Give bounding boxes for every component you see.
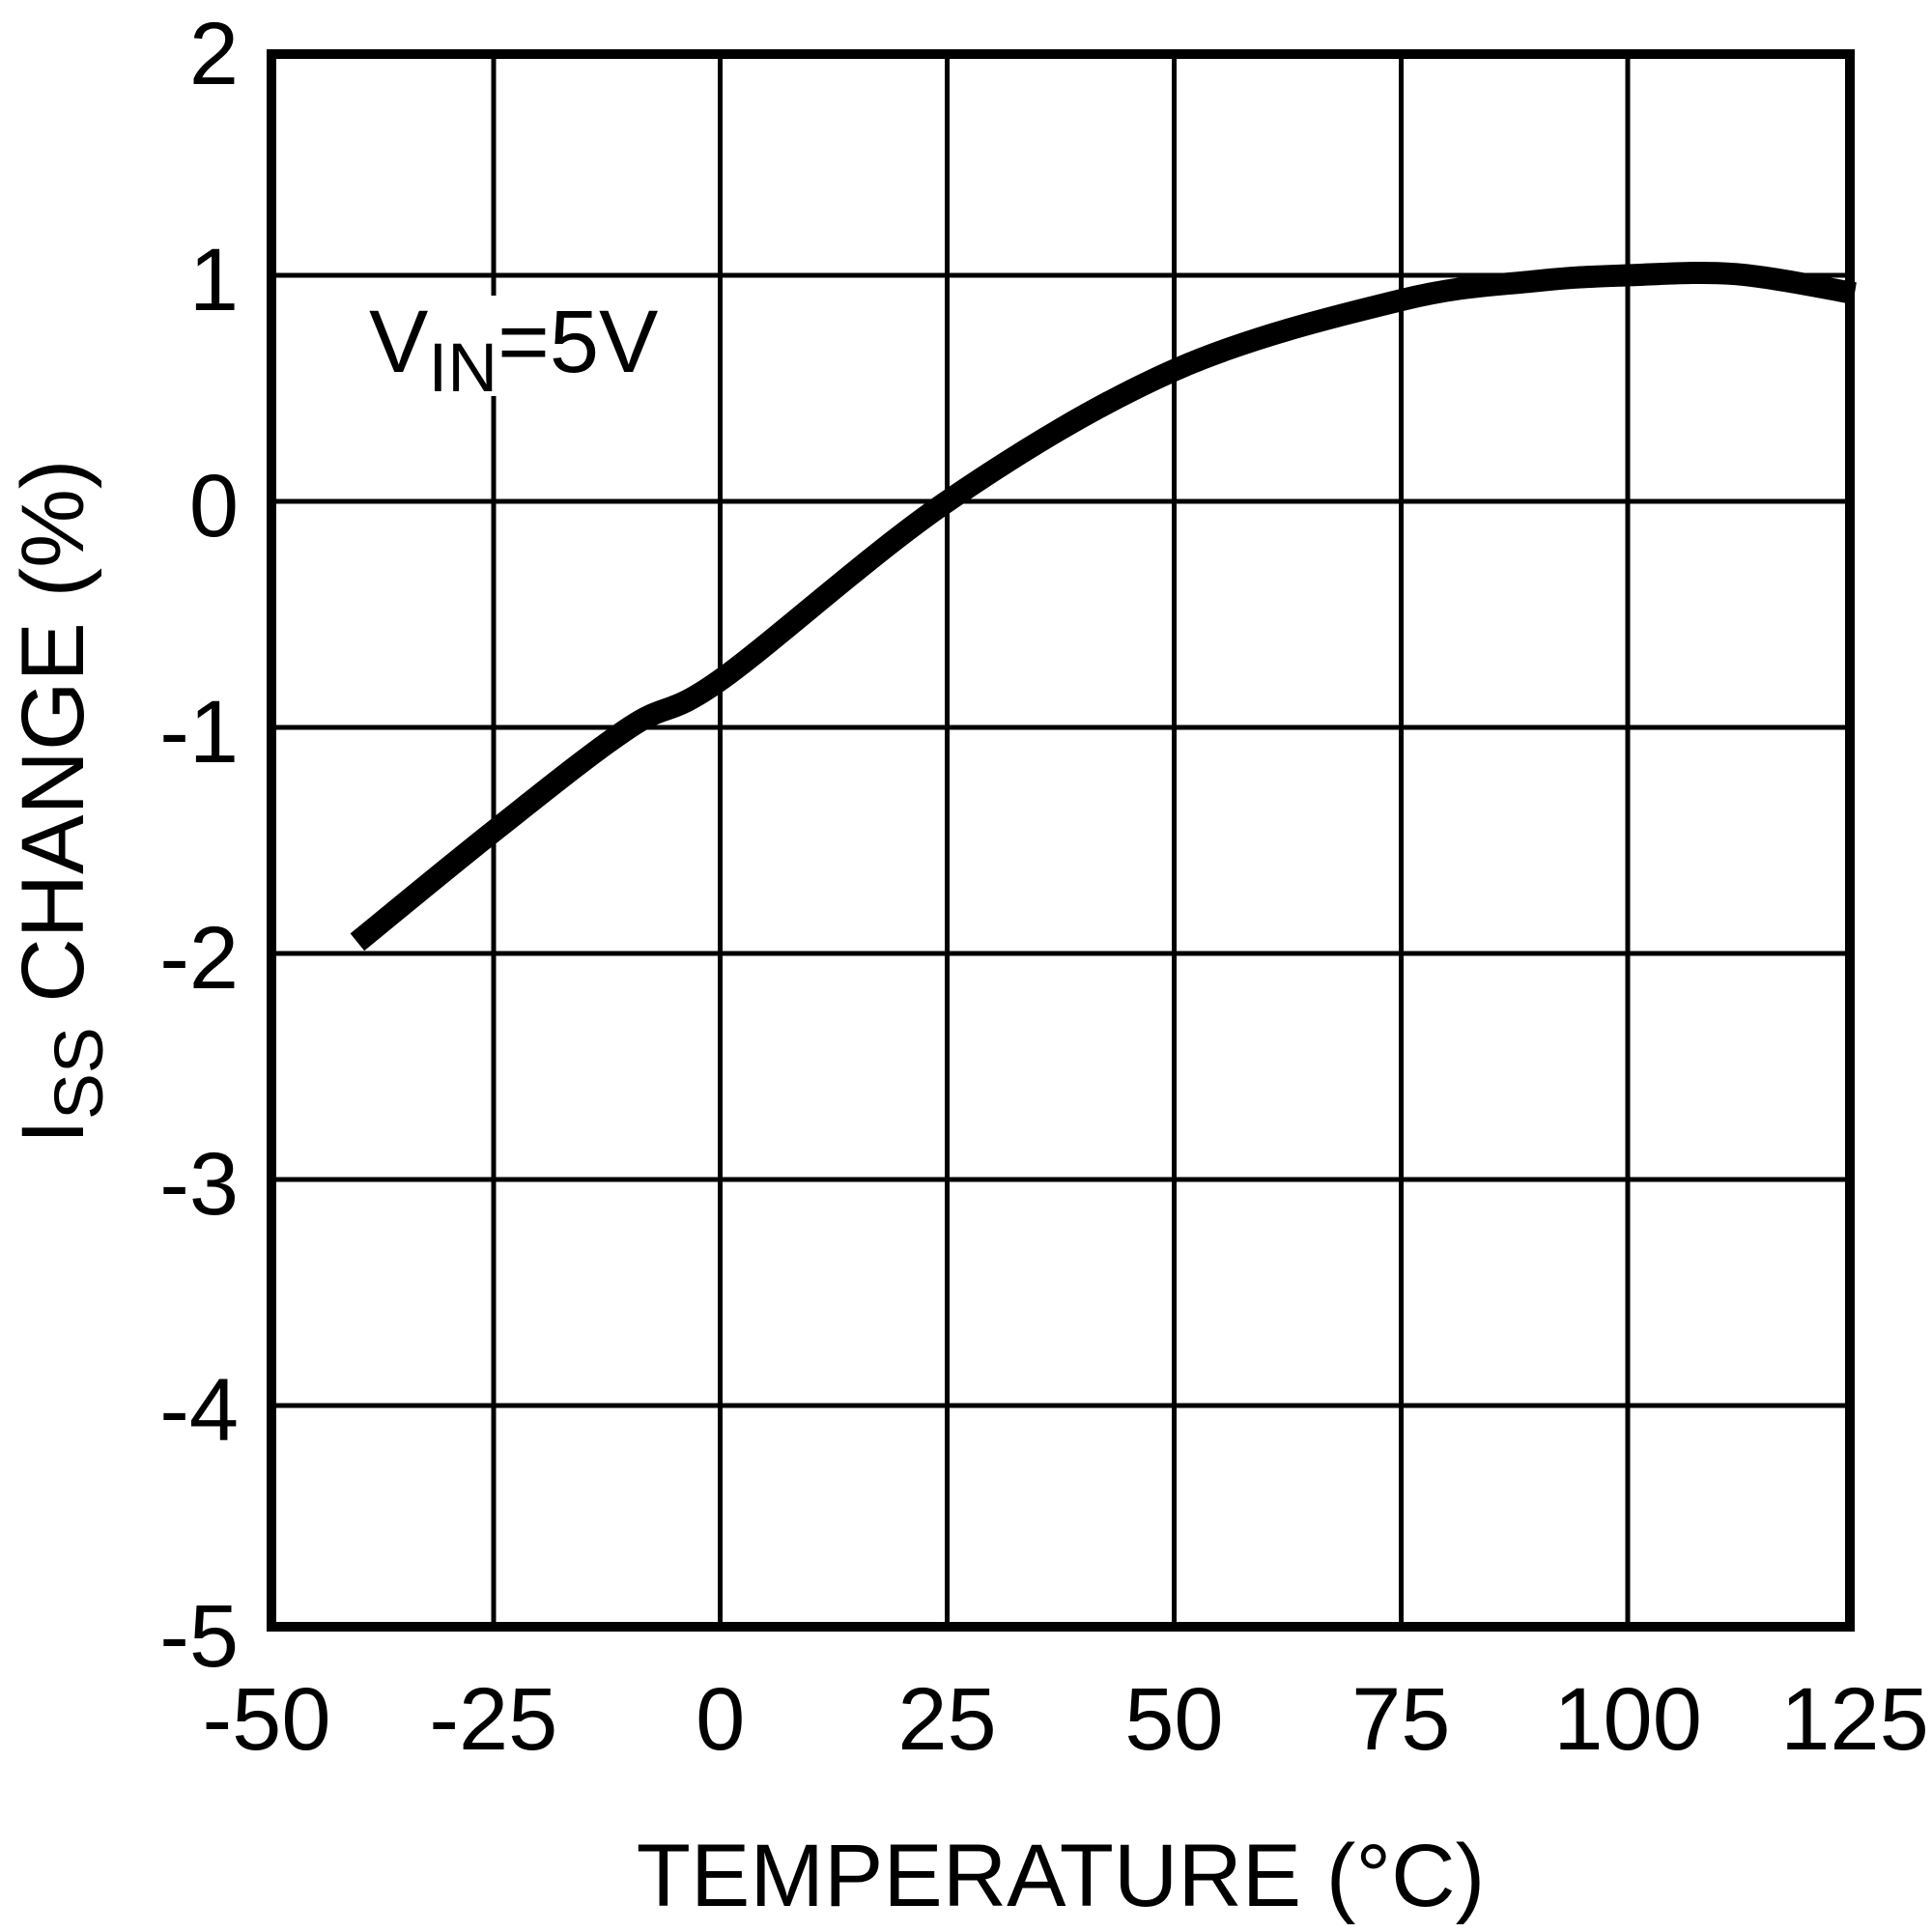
x-tick-label-125: 125 bbox=[1780, 1670, 1929, 1769]
x-tick-label-100: 100 bbox=[1553, 1670, 1702, 1769]
annotation-subscript: IN bbox=[428, 329, 498, 408]
vin-annotation: VIN=5V bbox=[363, 293, 665, 403]
plot-area bbox=[267, 49, 1857, 1632]
y-axis-title-subscript: SS bbox=[41, 1027, 119, 1120]
y-tick-label-0: 0 bbox=[188, 457, 239, 555]
y-tick-label--3: -3 bbox=[159, 1135, 239, 1234]
y-tick-label--1: -1 bbox=[159, 683, 239, 781]
x-axis-title-text: TEMPERATURE (°C) bbox=[636, 1827, 1486, 1925]
x-tick-label-50: 50 bbox=[1124, 1670, 1224, 1769]
series-curve bbox=[350, 261, 1857, 952]
grid-lines bbox=[267, 49, 1855, 1632]
x-tick-label-0: 0 bbox=[696, 1670, 746, 1769]
annotation-main: V bbox=[369, 293, 429, 391]
annotation-rest: =5V bbox=[497, 293, 659, 391]
y-tick-label--5: -5 bbox=[159, 1587, 239, 1686]
y-axis-title: ISS CHANGE (%) bbox=[4, 415, 118, 1188]
y-tick-label-2: 2 bbox=[188, 5, 239, 103]
y-tick-label--4: -4 bbox=[159, 1361, 239, 1460]
x-axis-title: TEMPERATURE (°C) bbox=[267, 1828, 1855, 1924]
x-tick-label-75: 75 bbox=[1351, 1670, 1451, 1769]
plot-border bbox=[267, 49, 1855, 1632]
x-tick-label--50: -50 bbox=[202, 1670, 331, 1769]
x-tick-label--25: -25 bbox=[429, 1670, 558, 1769]
y-axis-title-rest: CHANGE (%) bbox=[4, 459, 102, 1028]
y-tick-label-1: 1 bbox=[188, 231, 239, 329]
y-axis-title-main: I bbox=[4, 1119, 102, 1145]
x-tick-label-25: 25 bbox=[897, 1670, 997, 1769]
y-tick-label--2: -2 bbox=[159, 909, 239, 1008]
